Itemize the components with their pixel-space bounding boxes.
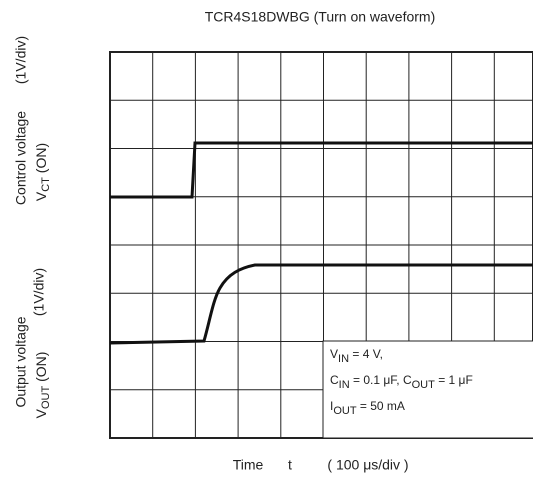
subscript: OUT	[333, 405, 357, 417]
text-run: = 50 mA	[357, 399, 405, 413]
condition-line: VIN = 4 V,	[330, 347, 383, 365]
conditions-box	[322, 340, 533, 439]
output-waveform	[109, 263, 533, 345]
conditions: VIN = 4 V,CIN = 0.1 μF, COUT = 1 μFIOUT …	[330, 347, 473, 417]
text-run: I	[330, 399, 333, 413]
lower-div: (1V/div)	[31, 268, 47, 316]
x-label-name: Time	[233, 457, 264, 473]
text-run: = 0.1 μF, C	[350, 373, 412, 387]
text-run: V	[330, 347, 338, 361]
x-label-scale: ( 100 μs/div )	[327, 457, 408, 473]
subscript: OUT	[412, 379, 436, 391]
text-run: = 1 μF	[435, 373, 473, 387]
lower-symbol: VOUT (ON)	[33, 352, 52, 419]
text-run: = 4 V,	[349, 347, 383, 361]
upper-label: Control voltage	[13, 111, 29, 205]
text-run: (ON)	[33, 143, 49, 177]
subscript: IN	[339, 379, 350, 391]
condition-line: CIN = 0.1 μF, COUT = 1 μF	[330, 373, 473, 391]
title: TCR4S18DWBG (Turn on waveform)	[205, 9, 436, 25]
text-run: C	[330, 373, 339, 387]
subscript: OUT	[40, 386, 52, 410]
upper-div: (1V/div)	[13, 36, 29, 84]
frame	[109, 51, 533, 439]
condition-line: IOUT = 50 mA	[330, 399, 405, 417]
control-waveform	[110, 141, 533, 199]
subscript: IN	[338, 353, 349, 365]
text-run: V	[33, 408, 49, 418]
text-run: V	[33, 191, 49, 201]
lower-label: Output voltage	[13, 316, 29, 407]
x-label-symbol: t	[288, 457, 292, 473]
text-run: (ON)	[33, 352, 49, 386]
upper-symbol: VCT (ON)	[33, 143, 52, 201]
subscript: CT	[40, 177, 52, 192]
